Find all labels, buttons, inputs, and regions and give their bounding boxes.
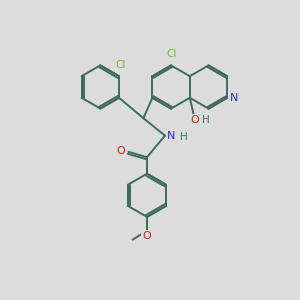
Text: O: O	[116, 146, 125, 156]
Text: N: N	[167, 130, 175, 141]
Text: N: N	[230, 93, 238, 103]
Text: O: O	[142, 231, 151, 241]
Text: H: H	[202, 115, 210, 125]
Text: H: H	[180, 131, 188, 142]
Text: O: O	[190, 115, 199, 125]
Text: Cl: Cl	[115, 60, 126, 70]
Text: Cl: Cl	[166, 49, 176, 59]
